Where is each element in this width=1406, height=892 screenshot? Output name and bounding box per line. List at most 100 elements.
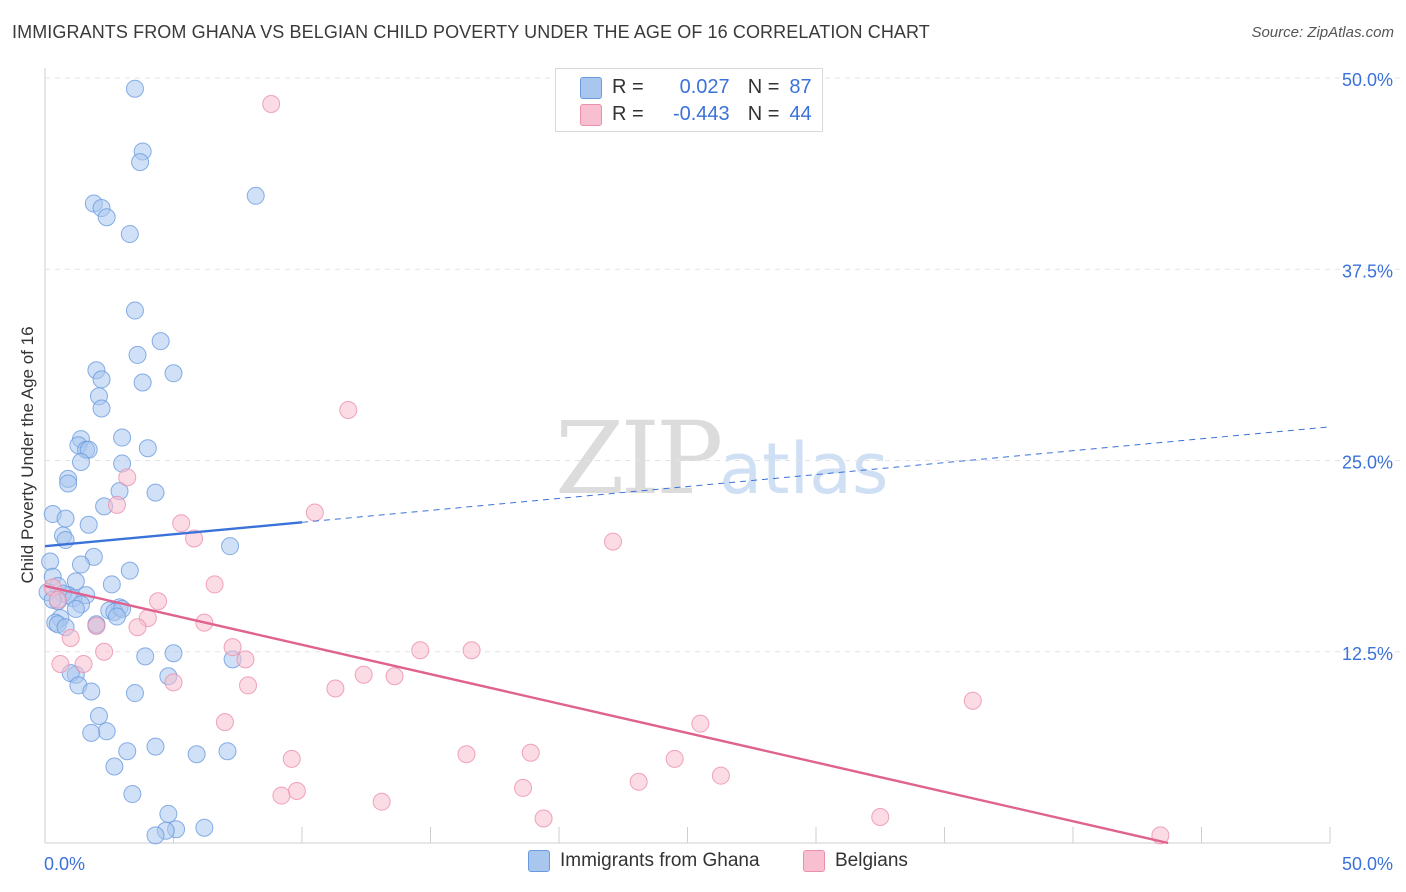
ghana-point <box>146 483 165 502</box>
ghana-point <box>92 399 111 418</box>
ghana-point <box>133 373 152 392</box>
legend-row-ghana: R = 0.027 N = 87 <box>580 75 812 99</box>
ghana-point <box>246 186 265 205</box>
belgian-point <box>287 781 306 800</box>
legend-n-value: 44 <box>789 102 812 125</box>
watermark-logo: ZIPatlas <box>555 400 888 517</box>
belgian-point <box>164 673 183 692</box>
ghana-point <box>92 370 111 389</box>
belgian-point <box>372 792 391 811</box>
belgian-point <box>239 676 258 695</box>
bottom-legend-belgians: Belgians <box>803 850 908 872</box>
belgian-point <box>691 714 710 733</box>
ghana-point <box>118 742 137 761</box>
legend-n-label: N = <box>747 75 780 98</box>
bottom-legend-label-ghana: Immigrants from Ghana <box>560 850 760 871</box>
y-axis-label: Child Poverty Under the Age of 16 <box>18 326 37 584</box>
ghana-point <box>131 153 150 172</box>
belgian-point <box>128 618 147 637</box>
ghana-point <box>123 785 142 804</box>
ghana-point <box>107 607 126 626</box>
ghana-point <box>113 428 132 447</box>
ghana-point <box>187 745 206 764</box>
belgian-point <box>462 641 481 660</box>
ghana-point <box>59 474 78 493</box>
belgian-point <box>223 638 242 657</box>
belgian-point <box>534 809 553 828</box>
ghana-trendline <box>44 521 303 548</box>
ghana-point <box>97 722 116 741</box>
belgian-point <box>149 592 168 611</box>
belgian-point <box>236 650 255 669</box>
ghana-point <box>71 555 90 574</box>
belgian-point <box>411 641 430 660</box>
belgian-point <box>215 713 234 732</box>
ghana-point <box>82 723 101 742</box>
y-tick-label: 25.0% <box>1342 453 1393 473</box>
x-tick-label: 0.0% <box>44 854 85 874</box>
ghana-point <box>89 707 108 726</box>
belgian-point <box>61 628 80 647</box>
legend-r-label: R = <box>612 75 644 98</box>
belgian-point <box>326 679 345 698</box>
belgian-point <box>457 745 476 764</box>
belgian-point <box>107 495 126 514</box>
belgian-point <box>354 665 373 684</box>
ghana-point <box>41 552 60 571</box>
ghana-point <box>146 826 165 845</box>
ghana-point <box>66 599 85 618</box>
belgian-point <box>95 642 114 661</box>
belgian-point <box>514 778 533 797</box>
belgian-point <box>87 616 106 635</box>
ghana-point <box>146 737 165 756</box>
ghana-point <box>221 537 240 556</box>
bottom-legend-ghana: Immigrants from Ghana <box>528 850 760 872</box>
belgian-point <box>665 749 684 768</box>
belgian-point <box>185 529 204 548</box>
y-tick-label: 37.5% <box>1342 261 1393 281</box>
bottom-legend-swatch-belgians <box>803 850 825 872</box>
ghana-point <box>79 515 98 534</box>
ghana-trendline-projection <box>301 426 1331 523</box>
ghana-point <box>125 684 144 703</box>
ghana-point <box>125 79 144 98</box>
ghana-point <box>164 644 183 663</box>
belgian-point <box>48 590 67 609</box>
belgian-point <box>305 503 324 522</box>
belgian-point <box>385 667 404 686</box>
ghana-point <box>218 742 237 761</box>
watermark-zip: ZIP <box>555 400 723 517</box>
belgian-point <box>711 766 730 785</box>
ghana-point <box>125 301 144 320</box>
legend-r-label: R = <box>612 102 644 125</box>
ghana-point <box>128 345 147 364</box>
ghana-point <box>120 225 139 244</box>
belgian-point <box>871 807 890 826</box>
ghana-point <box>136 647 155 666</box>
legend-n-value: 87 <box>789 75 812 98</box>
ghana-point <box>56 509 75 528</box>
belgian-point <box>205 575 224 594</box>
belgian-point <box>51 654 70 673</box>
legend-swatch-ghana <box>580 77 602 99</box>
belgian-point <box>282 749 301 768</box>
legend-n-label: N = <box>747 102 780 125</box>
legend-swatch-belgians <box>580 104 602 126</box>
legend-r-value: 0.027 <box>679 75 730 98</box>
ghana-point <box>102 575 121 594</box>
ghana-point <box>195 818 214 837</box>
legend-row-belgians: R = -0.443 N = 44 <box>580 102 812 126</box>
belgian-point <box>172 514 191 533</box>
ghana-point <box>82 682 101 701</box>
belgian-point <box>118 468 137 487</box>
y-tick-label: 12.5% <box>1342 644 1393 664</box>
bottom-legend-swatch-ghana <box>528 850 550 872</box>
belgian-point <box>603 532 622 551</box>
ghana-point <box>164 364 183 383</box>
belgian-point <box>629 772 648 791</box>
belgian-point <box>74 654 93 673</box>
ghana-point <box>71 453 90 472</box>
belgian-point <box>521 743 540 762</box>
belgian-point <box>339 401 358 420</box>
